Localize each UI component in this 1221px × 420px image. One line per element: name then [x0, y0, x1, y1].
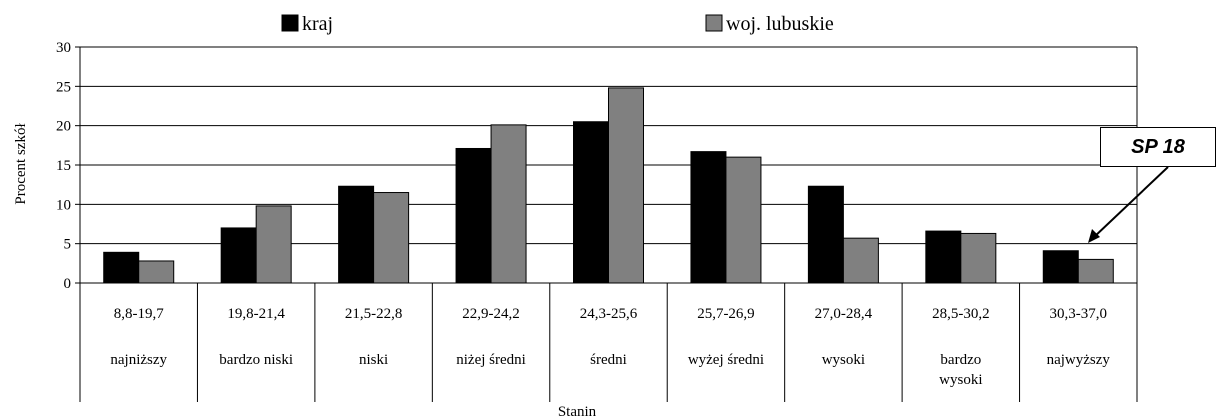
legend-swatch-kraj [281, 14, 299, 32]
category-name-label: niski [359, 352, 388, 368]
y-tick-label: 10 [56, 197, 71, 213]
bar-woj-lubuskie [1077, 258, 1114, 284]
bar-woj-lubuskie [842, 237, 879, 284]
bar-woj-lubuskie [373, 192, 410, 284]
category-name-label: najniższy [110, 352, 167, 368]
category-range-label: 27,0-28,4 [815, 306, 873, 322]
y-tick-label: 15 [56, 158, 71, 174]
category-name-label: wysoki [939, 372, 982, 388]
category-range-label: 30,3-37,0 [1050, 306, 1108, 322]
callout-arrow [1088, 166, 1169, 243]
bar-kraj [220, 227, 257, 284]
legend-label-woj-lubuskie: woj. lubuskie [726, 13, 834, 35]
category-range-label: 25,7-26,9 [697, 306, 755, 322]
bar-woj-lubuskie [608, 87, 644, 284]
bars [103, 87, 1114, 284]
bar-kraj [338, 185, 375, 284]
bar-woj-lubuskie [490, 124, 527, 284]
category-name-label: bardzo [940, 352, 981, 368]
category-name-label: średni [590, 352, 627, 368]
category-range-label: 22,9-24,2 [462, 306, 520, 322]
bar-woj-lubuskie [255, 205, 292, 284]
bar-kraj [455, 147, 492, 284]
category-range-label: 19,8-21,4 [227, 306, 285, 322]
bar-kraj [925, 230, 962, 284]
y-tick-label: 25 [56, 79, 71, 95]
legend-swatch-woj-lubuskie [705, 14, 723, 32]
y-tick-label: 0 [64, 276, 72, 292]
bar-woj-lubuskie [960, 232, 997, 284]
category-name-label: bardzo niski [219, 352, 293, 368]
category-name-label: niżej średni [456, 352, 526, 368]
y-axis-ticks: 0 5 10 15 20 25 30 [56, 40, 80, 292]
category-name-label: najwyższy [1047, 352, 1111, 368]
y-tick-label: 30 [56, 40, 71, 56]
category-name-label: wyżej średni [688, 352, 764, 368]
bar-kraj [573, 121, 609, 284]
y-tick-label: 20 [56, 119, 71, 135]
bar-woj-lubuskie [725, 156, 762, 284]
bar-kraj [1042, 250, 1079, 284]
bar-woj-lubuskie [138, 260, 175, 284]
y-tick-label: 5 [64, 237, 72, 253]
category-range-label: 8,8-19,7 [114, 306, 164, 322]
category-table: 8,8-19,7 najniższy 19,8-21,4 bardzo niski 21… [79, 282, 1138, 402]
bar-kraj [690, 151, 727, 284]
callout-text: SP 18 [1131, 135, 1185, 158]
x-axis-label: Stanin [558, 404, 597, 420]
y-axis-label: Procent szkół [13, 123, 29, 205]
bar-kraj [807, 185, 844, 284]
category-range-label: 28,5-30,2 [932, 306, 990, 322]
category-range-label: 24,3-25,6 [580, 306, 638, 322]
bar-kraj [103, 251, 140, 284]
category-range-label: 21,5-22,8 [345, 306, 403, 322]
sp18-callout: SP 18 [1100, 127, 1216, 167]
chart-legend: kraj woj. lubuskie [281, 13, 834, 35]
legend-label-kraj: kraj [302, 13, 333, 35]
category-name-label: wysoki [822, 352, 865, 368]
